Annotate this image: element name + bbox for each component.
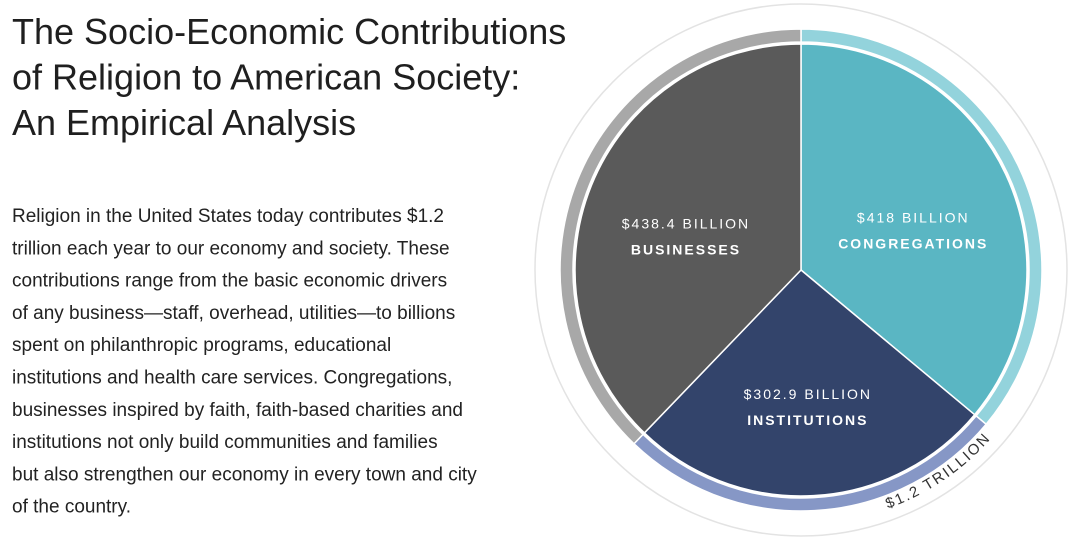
slice-value-label: $302.9 BILLION	[744, 386, 872, 402]
description-line: Religion in the United States today cont…	[12, 206, 444, 227]
description-line: of any business—staff, overhead, utiliti…	[12, 303, 455, 324]
description-line: institutions and health care services. C…	[12, 368, 452, 389]
slice-value-label: $418 BILLION	[857, 209, 970, 225]
title-line: The Socio-Economic Contributions	[12, 11, 566, 52]
pie-slice	[643, 268, 976, 497]
description-line: but also strengthen our economy in every…	[12, 464, 477, 485]
pie-slice	[800, 43, 1028, 416]
slice-value-label: $438.4 BILLION	[622, 216, 750, 232]
pie-slice	[574, 43, 802, 435]
outer-circle	[534, 3, 1068, 537]
ring-segment	[559, 28, 802, 445]
slice-category-label: CONGREGATIONS	[838, 235, 988, 251]
description-line: spent on philanthropic programs, educati…	[12, 335, 391, 356]
description-line: of the country.	[12, 497, 131, 518]
slice-category-label: BUSINESSES	[631, 242, 741, 258]
description-line: businesses inspired by faith, faith-base…	[12, 400, 463, 421]
description-line: contributions range from the basic econo…	[12, 271, 447, 292]
title-line: An Empirical Analysis	[12, 102, 356, 143]
description-line: trillion each year to our economy and so…	[12, 238, 450, 259]
title-line: of Religion to American Society:	[12, 57, 520, 98]
slice-category-label: INSTITUTIONS	[747, 412, 868, 428]
description-line: institutions not only build communities …	[12, 432, 438, 453]
